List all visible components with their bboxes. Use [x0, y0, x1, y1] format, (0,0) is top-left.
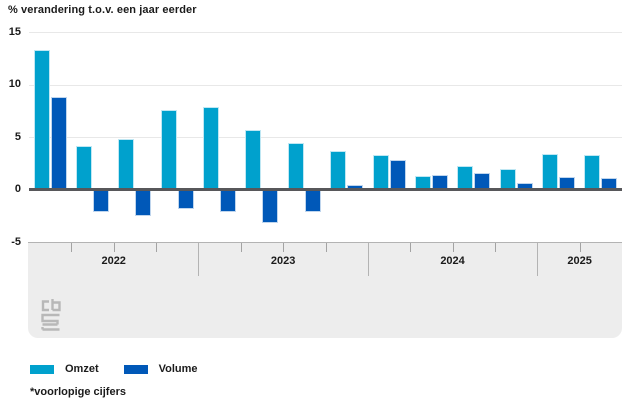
- quarter-tick: [494, 243, 496, 252]
- zero-axis-line: [29, 188, 622, 191]
- legend: Omzet Volume: [30, 363, 198, 375]
- gridline-15: [29, 32, 622, 33]
- plot-area: [29, 32, 622, 242]
- bar-volume-2022-q3[interactable]: [135, 189, 152, 216]
- bar-omzet-2024-q4[interactable]: [499, 168, 516, 190]
- bar-volume-2022-q4[interactable]: [177, 189, 194, 210]
- gridline-10: [29, 84, 622, 86]
- quarter-tick: [325, 243, 327, 252]
- bar-volume-2024-q1[interactable]: [389, 160, 406, 190]
- bar-volume-2023-q1[interactable]: [220, 189, 237, 212]
- y-tick-label--5: -5: [11, 235, 21, 248]
- bar-omzet-2022-q1[interactable]: [33, 49, 50, 190]
- bar-omzet-2023-q2[interactable]: [245, 129, 262, 190]
- bar-volume-2022-q2[interactable]: [93, 189, 110, 212]
- quarter-tick: [283, 243, 285, 252]
- bar-omzet-2024-q3[interactable]: [457, 166, 474, 190]
- bar-omzet-2025-q2[interactable]: [584, 154, 601, 190]
- quarter-tick: [71, 243, 73, 252]
- bar-volume-2023-q3[interactable]: [304, 189, 321, 212]
- omzet-swatch: [30, 364, 54, 374]
- bar-omzet-2023-q1[interactable]: [203, 106, 220, 190]
- bar-volume-2024-q3[interactable]: [474, 172, 491, 190]
- legend-label-omzet: Omzet: [65, 363, 99, 375]
- bar-omzet-2022-q2[interactable]: [76, 146, 93, 190]
- year-divider: [198, 243, 200, 276]
- y-tick-label-10: 10: [8, 78, 21, 90]
- gridline-5: [29, 137, 622, 138]
- quarter-tick: [410, 243, 412, 252]
- y-tick-label-0: 0: [14, 183, 21, 195]
- bar-volume-2022-q1[interactable]: [50, 97, 67, 190]
- cbs-logo-icon: [41, 299, 61, 331]
- year-label-2023: 2023: [270, 255, 296, 267]
- bar-omzet-2022-q3[interactable]: [118, 139, 135, 190]
- quarter-tick: [156, 243, 158, 252]
- legend-item-omzet[interactable]: Omzet: [30, 363, 99, 375]
- bar-omzet-2022-q4[interactable]: [160, 109, 177, 190]
- bar-omzet-2024-q1[interactable]: [372, 154, 389, 190]
- quarter-tick: [113, 243, 115, 252]
- year-divider: [537, 243, 539, 276]
- quarter-tick: [579, 243, 581, 252]
- footnote: *voorlopige cijfers: [30, 386, 126, 398]
- bar-omzet-2023-q4[interactable]: [330, 150, 347, 190]
- volume-swatch: [123, 364, 148, 374]
- year-label-2024: 2024: [440, 255, 465, 267]
- chart-title: % verandering t.o.v. een jaar eerder: [8, 4, 197, 16]
- year-label-2022: 2022: [101, 255, 126, 267]
- bar-volume-2023-q2[interactable]: [262, 189, 279, 224]
- bar-omzet-2023-q3[interactable]: [287, 143, 304, 190]
- bar-omzet-2025-q1[interactable]: [541, 153, 558, 190]
- y-tick-label-5: 5: [14, 130, 21, 143]
- year-divider: [367, 243, 369, 276]
- x-axis-band: 2022 2023 2024 2025: [28, 242, 622, 338]
- legend-label-volume: Volume: [158, 363, 198, 375]
- legend-item-volume[interactable]: Volume: [123, 363, 198, 375]
- quarter-tick: [452, 243, 454, 252]
- y-tick-label-15: 15: [8, 25, 21, 38]
- quarter-tick: [240, 243, 242, 252]
- year-label-2025: 2025: [567, 255, 592, 267]
